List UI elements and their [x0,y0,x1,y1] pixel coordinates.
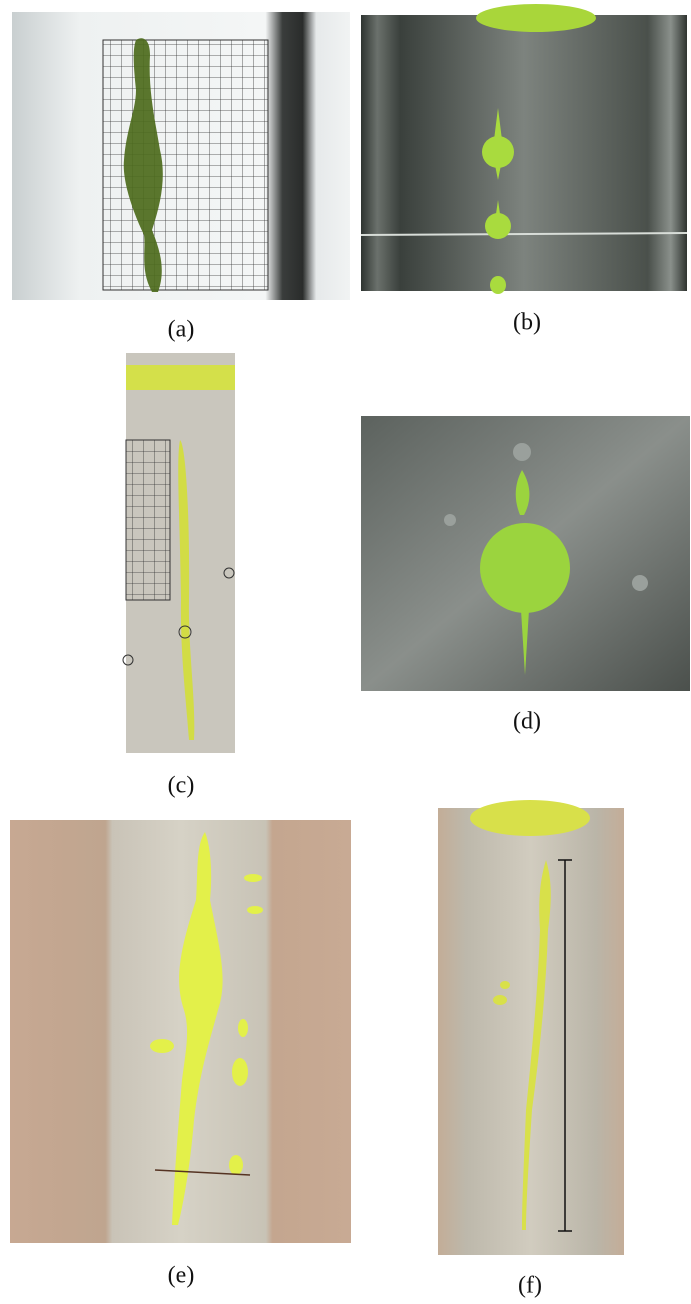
photo-e [10,820,351,1243]
photo-b [361,4,687,294]
caption: (e) [168,1263,195,1289]
caption: (b) [513,310,541,336]
photo-d [361,416,690,691]
photo-a [12,12,350,300]
photo-c [123,353,235,753]
figure: (a) (b) (c) (d) (e) (f) [0,0,691,1304]
caption: (d) [513,709,541,735]
caption: (c) [168,773,195,799]
caption: (a) [168,317,195,343]
caption: (f) [518,1273,542,1299]
photo-f [438,800,624,1255]
